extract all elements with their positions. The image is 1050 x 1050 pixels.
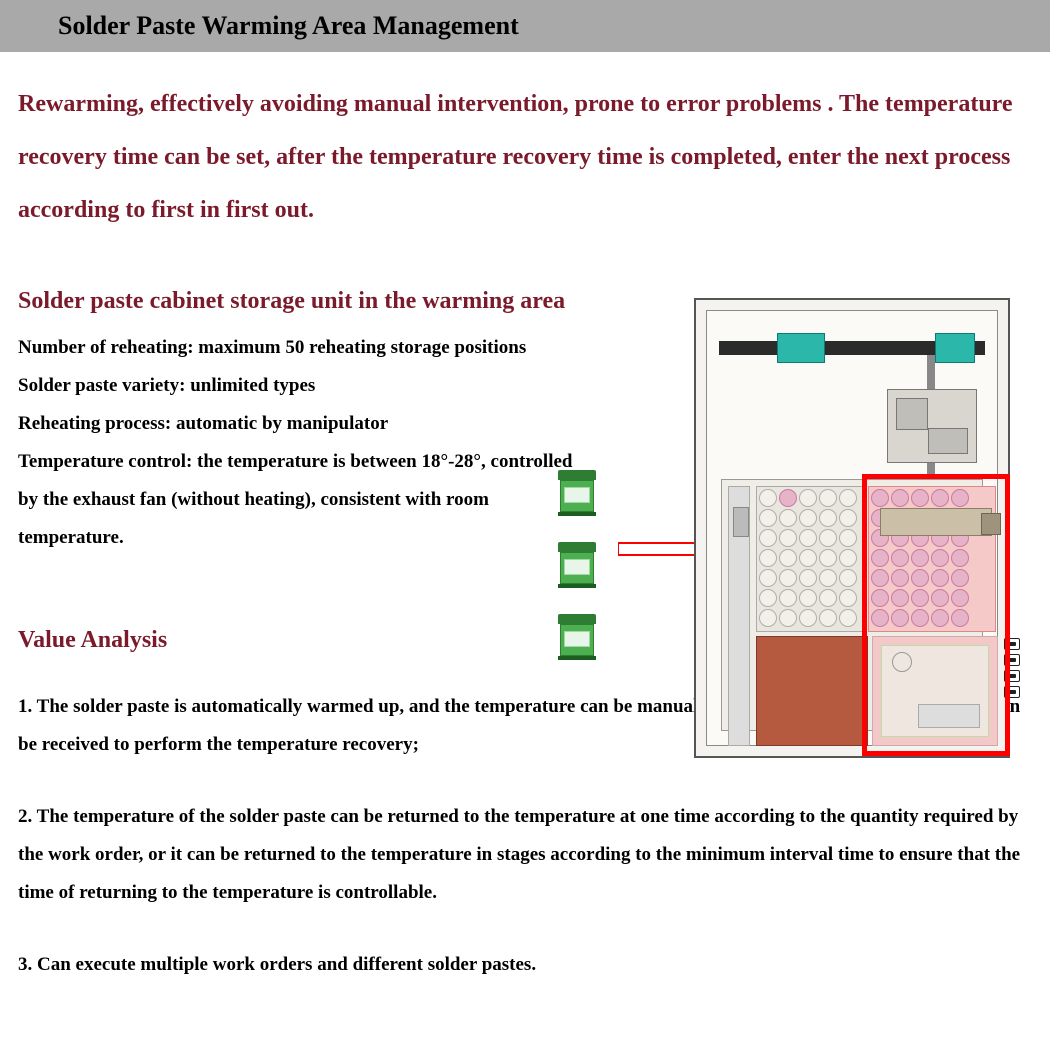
cabinet-lower-box [872,636,998,746]
cabinet-lower-panel [721,479,983,731]
cabinet-mechanism-block [887,389,977,463]
value-item-3: 3. Can execute multiple work orders and … [18,946,1032,984]
storage-slot-icon [819,609,837,627]
storage-slot-icon [759,529,777,547]
cabinet-frame [694,298,1010,758]
storage-slot-icon [839,509,857,527]
cabinet-side-tabs [1004,638,1020,698]
storage-slot-icon [759,569,777,587]
cabinet-side-tab-icon [1004,654,1020,666]
storage-slot-icon [911,609,929,627]
storage-slot-icon [871,489,889,507]
storage-slot-icon [759,589,777,607]
storage-slot-icon [759,549,777,567]
storage-slot-icon [911,549,929,567]
storage-slot-icon [799,569,817,587]
storage-slot-icon [891,569,909,587]
storage-slot-icon [931,609,949,627]
storage-slot-icon [951,589,969,607]
cabinet-rail-slider [777,333,825,363]
storage-slot-icon [799,509,817,527]
storage-slot-icon [931,489,949,507]
cabinet-side-tab-icon [1004,686,1020,698]
solder-paste-jar-icon [558,470,596,516]
value-item-2: 2. The temperature of the solder paste c… [18,798,1032,912]
storage-slot-icon [779,549,797,567]
cabinet-left-strip [728,486,750,746]
storage-slot-icon [839,489,857,507]
storage-slot-icon [759,489,777,507]
storage-slot-icon [911,589,929,607]
solder-paste-jar-icon [558,614,596,660]
storage-slot-icon [931,589,949,607]
spec-temperature: Temperature control: the temperature is … [18,443,578,557]
storage-slot-icon [839,609,857,627]
storage-slot-icon [951,489,969,507]
storage-slot-icon [891,609,909,627]
storage-slot-icon [799,589,817,607]
storage-slot-icon [779,509,797,527]
storage-slot-icon [871,589,889,607]
storage-slot-icon [799,489,817,507]
storage-slot-icon [951,549,969,567]
storage-slot-icon [911,569,929,587]
storage-slot-icon [931,569,949,587]
title-bar: Solder Paste Warming Area Management [0,0,1050,52]
storage-slot-icon [819,589,837,607]
storage-slot-icon [759,609,777,627]
storage-slot-icon [819,569,837,587]
storage-slot-icon [839,569,857,587]
storage-slot-icon [779,529,797,547]
storage-slot-icon [819,489,837,507]
storage-slot-icon [779,589,797,607]
storage-slot-icon [839,549,857,567]
storage-slot-icon [779,609,797,627]
storage-slot-icon [779,489,797,507]
spec-reheating-count: Number of reheating: maximum 50 reheatin… [18,329,578,367]
cabinet-orange-block [756,636,868,746]
spec-process: Reheating process: automatic by manipula… [18,405,578,443]
storage-slot-icon [891,589,909,607]
cabinet-cold-storage-grid [756,486,864,632]
spec-variety: Solder paste variety: unlimited types [18,367,578,405]
storage-slot-icon [819,549,837,567]
cabinet-diagram [694,298,1018,768]
storage-slot-icon [871,609,889,627]
storage-slot-icon [931,549,949,567]
storage-slot-icon [951,609,969,627]
storage-slot-icon [799,609,817,627]
storage-slot-icon [819,529,837,547]
cabinet-rail-slider [935,333,975,363]
storage-slot-icon [839,589,857,607]
cabinet-inner [706,310,998,746]
cabinet-warm-slider [880,508,992,536]
storage-slot-icon [839,529,857,547]
page-title: Solder Paste Warming Area Management [58,11,519,41]
storage-specs: Number of reheating: maximum 50 reheatin… [18,329,578,557]
cabinet-side-tab-icon [1004,638,1020,650]
storage-slot-icon [871,569,889,587]
storage-slot-icon [779,569,797,587]
solder-paste-jar-icon [558,542,596,588]
storage-slot-icon [819,509,837,527]
storage-slot-icon [891,549,909,567]
cabinet-side-tab-icon [1004,670,1020,682]
storage-slot-icon [911,489,929,507]
storage-slot-icon [951,569,969,587]
storage-slot-icon [871,549,889,567]
storage-slot-icon [891,489,909,507]
storage-slot-icon [799,549,817,567]
storage-slot-icon [799,529,817,547]
storage-slot-icon [759,509,777,527]
intro-paragraph: Rewarming, effectively avoiding manual i… [18,78,1032,236]
